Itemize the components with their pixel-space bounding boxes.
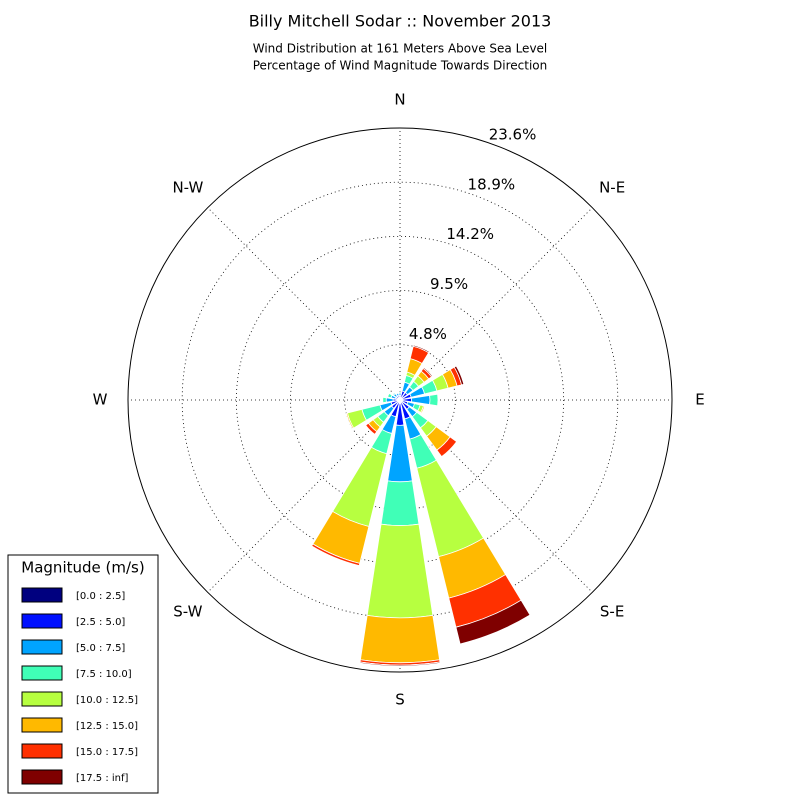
legend-label: [2.5 : 5.0] [76, 617, 125, 628]
direction-label: N-E [599, 178, 625, 196]
direction-label: N [394, 91, 405, 109]
legend-swatch [21, 587, 63, 603]
wind-bar [422, 366, 434, 378]
direction-label: N-W [172, 178, 203, 196]
wind-bar [345, 412, 355, 430]
direction-label: E [695, 391, 704, 409]
wind-bar [453, 365, 465, 386]
wind-bar [387, 392, 393, 399]
legend-label: [0.0 : 2.5] [76, 591, 125, 602]
legend-title: Magnitude (m/s) [21, 559, 144, 577]
wind-bar [332, 446, 388, 527]
direction-label: S [395, 691, 405, 709]
wind-bar [455, 599, 531, 645]
grid-ring [290, 290, 510, 510]
wind-bar [359, 661, 441, 667]
grid-spoke [399, 207, 593, 401]
direction-label: W [93, 391, 108, 409]
wind-bar [429, 393, 439, 407]
r-tick-label: 9.5% [430, 275, 468, 293]
legend-swatch [21, 743, 63, 759]
wind-bar [365, 422, 378, 435]
wind-bar [385, 397, 394, 403]
r-tick-label: 4.8% [409, 325, 447, 343]
legend-label: [5.0 : 7.5] [76, 643, 125, 654]
wind-bar [436, 436, 458, 458]
r-tick-label: 14.2% [446, 225, 494, 243]
wind-bar [412, 344, 430, 354]
r-tick-label: 18.9% [468, 175, 516, 193]
wind-bar [416, 459, 485, 558]
chart-title: Billy Mitchell Sodar :: November 2013 [249, 12, 552, 31]
grid-spoke [207, 399, 401, 593]
direction-label: S-E [600, 603, 624, 621]
legend-label: [17.5 : inf] [76, 773, 129, 784]
legend-swatch [21, 717, 63, 733]
outer-circle [127, 127, 673, 673]
grid-ring [344, 344, 456, 456]
legend-swatch [21, 691, 63, 707]
legend-label: [15.0 : 17.5] [76, 747, 138, 758]
wind-bar [366, 523, 434, 619]
wind-bar [380, 480, 420, 526]
wind-bar [392, 392, 396, 396]
wind-bar [420, 405, 426, 414]
grid-spoke [399, 399, 593, 593]
chart-subtitle: Wind Distribution at 161 Meters Above Se… [253, 42, 548, 56]
legend-swatch [21, 613, 63, 629]
legend-label: [12.5 : 15.0] [76, 721, 138, 732]
r-tick-label: 23.6% [489, 125, 537, 143]
legend-swatch [21, 665, 63, 681]
grid-ring [181, 181, 619, 619]
wind-bar [398, 391, 402, 394]
wind-bar [382, 396, 387, 404]
direction-label: S-W [173, 603, 202, 621]
legend-swatch [21, 639, 63, 655]
legend-swatch [21, 769, 63, 785]
chart-subtitle: Percentage of Wind Magnitude Towards Dir… [253, 59, 547, 73]
grid-spoke [207, 207, 401, 401]
legend-label: [7.5 : 10.0] [76, 669, 132, 680]
wind-bar [395, 392, 400, 397]
wind-bar [311, 543, 361, 567]
legend-label: [10.0 : 12.5] [76, 695, 138, 706]
wind-bar [359, 614, 441, 664]
